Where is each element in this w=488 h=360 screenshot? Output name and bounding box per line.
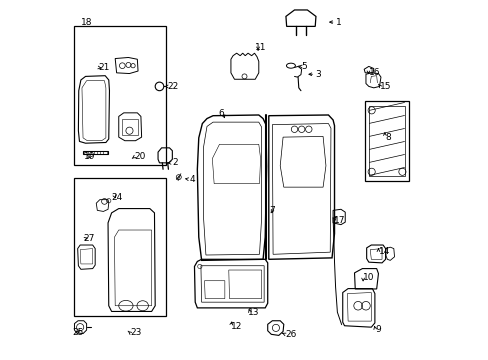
Text: 3: 3 — [315, 70, 320, 79]
Bar — [74, 26, 165, 165]
Text: 17: 17 — [333, 216, 345, 225]
Text: 24: 24 — [111, 193, 122, 202]
Text: 9: 9 — [374, 325, 380, 334]
Text: 5: 5 — [301, 62, 307, 71]
Bar — [74, 178, 165, 316]
Text: 19: 19 — [83, 152, 95, 161]
Text: 21: 21 — [98, 63, 109, 72]
Text: 12: 12 — [230, 322, 242, 331]
Text: 15: 15 — [380, 82, 391, 91]
Text: 18: 18 — [81, 18, 92, 27]
Text: 2: 2 — [172, 158, 178, 167]
Text: 27: 27 — [83, 234, 95, 243]
Text: 1: 1 — [335, 18, 341, 27]
Text: 16: 16 — [367, 68, 379, 77]
Text: 7: 7 — [268, 206, 274, 215]
Text: 14: 14 — [378, 247, 389, 256]
Text: 22: 22 — [167, 82, 179, 91]
Text: 25: 25 — [72, 328, 83, 337]
Text: 13: 13 — [247, 309, 259, 318]
Text: 8: 8 — [384, 132, 390, 141]
Text: 11: 11 — [255, 42, 266, 51]
Text: 10: 10 — [363, 273, 374, 282]
Text: 4: 4 — [189, 175, 194, 184]
Text: 26: 26 — [285, 330, 296, 339]
Text: 23: 23 — [130, 328, 141, 337]
Text: 6: 6 — [218, 109, 224, 118]
Text: 20: 20 — [134, 152, 145, 161]
